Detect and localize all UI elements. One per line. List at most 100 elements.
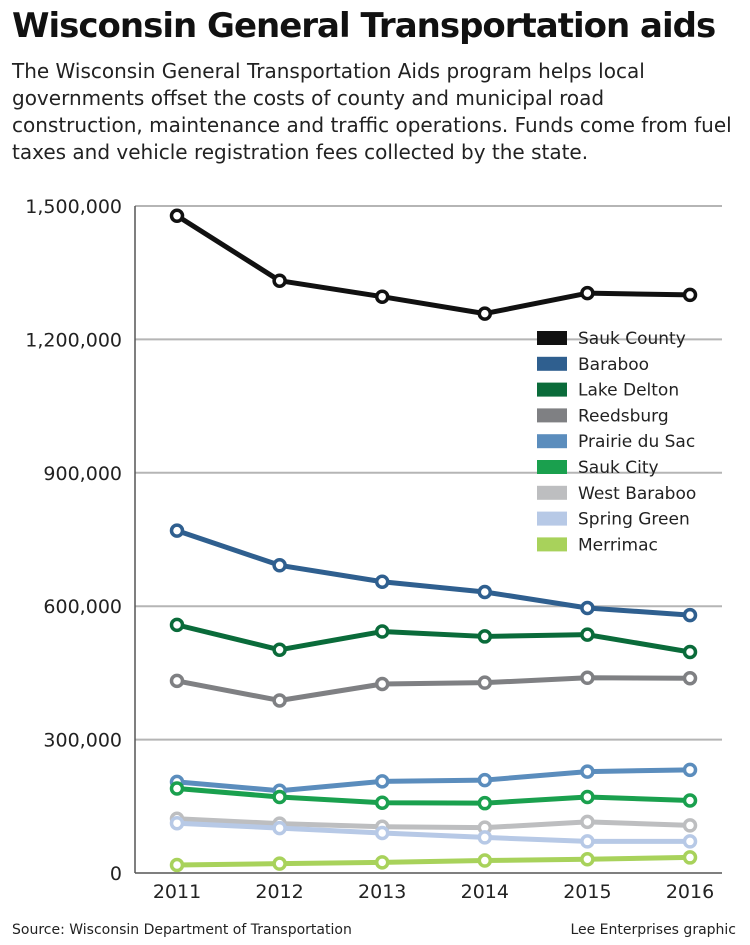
legend-label: Merrimac [578, 535, 658, 555]
data-point [169, 617, 185, 633]
x-tick-label: 2014 [461, 881, 509, 903]
series-group [169, 208, 698, 873]
legend-item: Spring Green [537, 510, 690, 530]
data-point [580, 285, 595, 301]
x-tick-label: 2013 [358, 881, 406, 903]
series-line [175, 213, 691, 317]
series-line [176, 816, 691, 831]
legend-swatch [537, 382, 567, 397]
legend-item: Merrimac [537, 535, 658, 555]
data-point [682, 818, 698, 833]
series-prairie-du-sac [169, 762, 698, 798]
legend-item: Sauk County [537, 329, 686, 349]
series-line [176, 622, 691, 655]
x-tick-label: 2016 [666, 881, 714, 903]
data-point [580, 834, 595, 849]
data-point [682, 287, 698, 303]
legend-label: Baraboo [578, 355, 649, 375]
credit-note: Lee Enterprises graphic [570, 922, 736, 938]
legend-swatch [537, 460, 567, 474]
data-point [580, 670, 595, 686]
legend-label: Lake Delton [578, 381, 679, 401]
data-point [272, 820, 287, 836]
data-point [682, 762, 698, 778]
series-merrimac [169, 850, 698, 873]
series-line [176, 675, 691, 703]
legend-label: Sauk City [578, 458, 659, 478]
series-baraboo [169, 523, 698, 623]
series-lake-delton [169, 617, 698, 660]
data-point [374, 676, 390, 692]
data-point [682, 644, 698, 660]
data-point [580, 600, 595, 616]
legend-swatch [537, 511, 567, 526]
chart-title: Wisconsin General Transportation aids [12, 6, 716, 46]
data-point [477, 629, 493, 644]
legend: Sauk County Baraboo Lake Delton Reedsburg Pr… [537, 329, 696, 555]
legend-item: Baraboo [537, 355, 649, 375]
data-point [477, 306, 493, 321]
legend-item: West Baraboo [537, 484, 696, 504]
data-point [477, 675, 493, 690]
data-point [477, 830, 493, 845]
y-tick-label: 600,000 [43, 596, 122, 618]
series-west-baraboo [169, 811, 698, 835]
series-spring-green [169, 815, 698, 849]
data-point [272, 789, 287, 805]
data-point [272, 642, 287, 658]
y-tick-label: 0 [110, 863, 122, 885]
data-point [169, 781, 185, 796]
data-point [169, 208, 185, 224]
legend-swatch [537, 485, 567, 500]
data-point [682, 834, 698, 849]
data-point [682, 670, 698, 686]
data-point [580, 764, 595, 779]
data-point [580, 789, 595, 805]
legend-label: Sauk County [578, 329, 686, 349]
data-point [477, 853, 493, 868]
data-point [682, 850, 698, 865]
chart-subtitle: The Wisconsin General Transportation Aid… [12, 59, 732, 164]
data-point [272, 856, 287, 871]
y-tick-label: 1,200,000 [25, 329, 122, 351]
legend-swatch [537, 537, 567, 552]
data-point [477, 772, 493, 788]
legend-swatch [537, 356, 567, 371]
data-point [272, 693, 287, 708]
legend-label: Prairie du Sac [578, 432, 695, 452]
data-point [374, 289, 390, 304]
y-tick-label: 1,500,000 [25, 196, 122, 218]
data-point [580, 627, 595, 642]
series-reedsburg [169, 670, 698, 708]
series-sauk-county [169, 208, 698, 321]
data-point [169, 523, 185, 538]
series-line [176, 786, 691, 806]
data-point [169, 857, 185, 873]
data-point [477, 584, 493, 600]
data-point [580, 814, 595, 830]
legend-label: West Baraboo [578, 484, 696, 504]
y-tick-label: 900,000 [43, 463, 122, 485]
data-point [682, 607, 698, 623]
series-line [176, 820, 690, 844]
legend-label: Spring Green [578, 510, 690, 530]
legend-item: Reedsburg [537, 406, 669, 426]
data-point [580, 851, 595, 867]
legend-label: Reedsburg [578, 406, 669, 426]
x-tick-label: 2015 [563, 881, 611, 903]
legend-swatch [537, 434, 567, 449]
y-axis: 0 300,000 600,000 900,000 1,200,000 1,500,000 [25, 196, 722, 885]
data-point [374, 855, 390, 870]
data-point [272, 558, 287, 573]
legend-item: Sauk City [537, 458, 659, 478]
data-point [374, 795, 390, 810]
legend-swatch [537, 408, 567, 423]
data-point [374, 574, 390, 589]
data-point [374, 624, 390, 639]
legend-swatch [537, 331, 567, 345]
series-sauk-city [169, 781, 698, 811]
x-tick-label: 2011 [153, 881, 201, 903]
data-point [682, 793, 698, 808]
x-axis: 2011 2012 2013 2014 2015 2016 [153, 881, 714, 903]
